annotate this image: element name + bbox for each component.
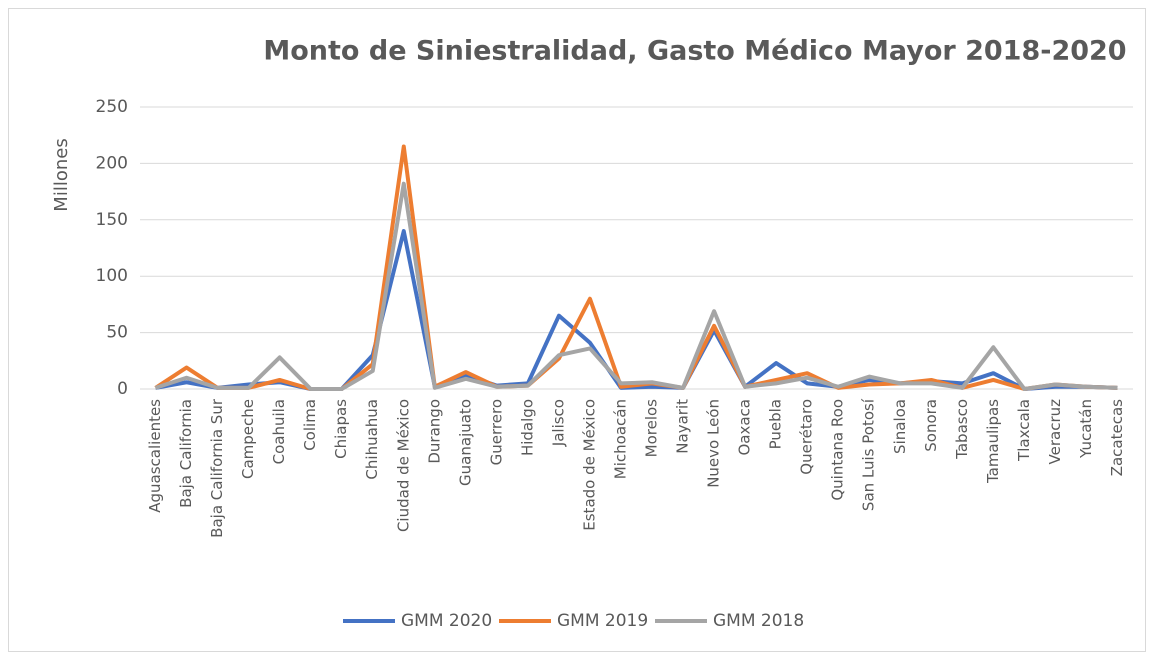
x-tick-label: Jalisco — [549, 399, 567, 447]
y-tick-label: 200 — [96, 153, 128, 173]
x-tick-label: Chiapas — [332, 399, 350, 459]
legend-label: GMM 2018 — [713, 611, 804, 631]
legend-label: GMM 2019 — [557, 611, 648, 631]
x-tick-label: Tabasco — [953, 399, 971, 460]
x-tick-label: Durango — [425, 399, 443, 464]
x-tick-label: Morelos — [643, 399, 661, 458]
x-tick-label: Nuevo León — [705, 399, 723, 488]
x-tick-label: Tlaxcala — [1015, 399, 1033, 462]
x-tick-label: Michoacán — [611, 399, 629, 479]
y-axis-label: Millones — [51, 138, 72, 211]
x-tick-label: Colima — [301, 399, 319, 451]
x-tick-label: Campeche — [239, 399, 257, 479]
x-tick-label: Puebla — [767, 399, 785, 449]
x-tick-label: Chihuahua — [363, 399, 381, 480]
y-tick-label: 100 — [96, 266, 128, 286]
x-tick-label: Coahuila — [270, 399, 288, 464]
x-tick-label: Estado de México — [580, 399, 598, 531]
x-tick-label: Baja California — [177, 399, 195, 508]
x-tick-label: Veracruz — [1046, 399, 1064, 465]
legend-label: GMM 2020 — [401, 611, 492, 631]
x-tick-label: Yucatán — [1077, 399, 1095, 459]
x-tick-label: Aguascalientes — [146, 399, 164, 513]
x-tick-label: Guerrero — [487, 399, 505, 465]
y-tick-label: 150 — [96, 210, 128, 230]
x-tick-label: Hidalgo — [518, 399, 536, 456]
y-tick-label: 50 — [106, 323, 128, 343]
x-tick-label: Sonora — [922, 399, 940, 452]
y-tick-label: 250 — [96, 97, 128, 117]
y-tick-label: 0 — [117, 379, 128, 399]
x-tick-label: Zacatecas — [1108, 399, 1126, 476]
x-tick-label: Baja California Sur — [208, 398, 226, 538]
chart-title: Monto de Siniestralidad, Gasto Médico Ma… — [263, 36, 1126, 67]
x-tick-label: Ciudad de México — [394, 399, 412, 532]
x-tick-label: Sinaloa — [891, 399, 909, 454]
x-tick-label: Oaxaca — [736, 399, 754, 456]
x-tick-label: Quintana Roo — [829, 399, 847, 501]
series-line — [154, 181, 1118, 391]
x-tick-label: Nayarit — [674, 399, 692, 454]
x-tick-label: Guanajuato — [456, 399, 474, 486]
x-tick-label: Tamaulipas — [984, 399, 1002, 484]
x-tick-label: Querétaro — [798, 399, 816, 475]
x-tick-label: San Luis Potosí — [860, 398, 878, 511]
